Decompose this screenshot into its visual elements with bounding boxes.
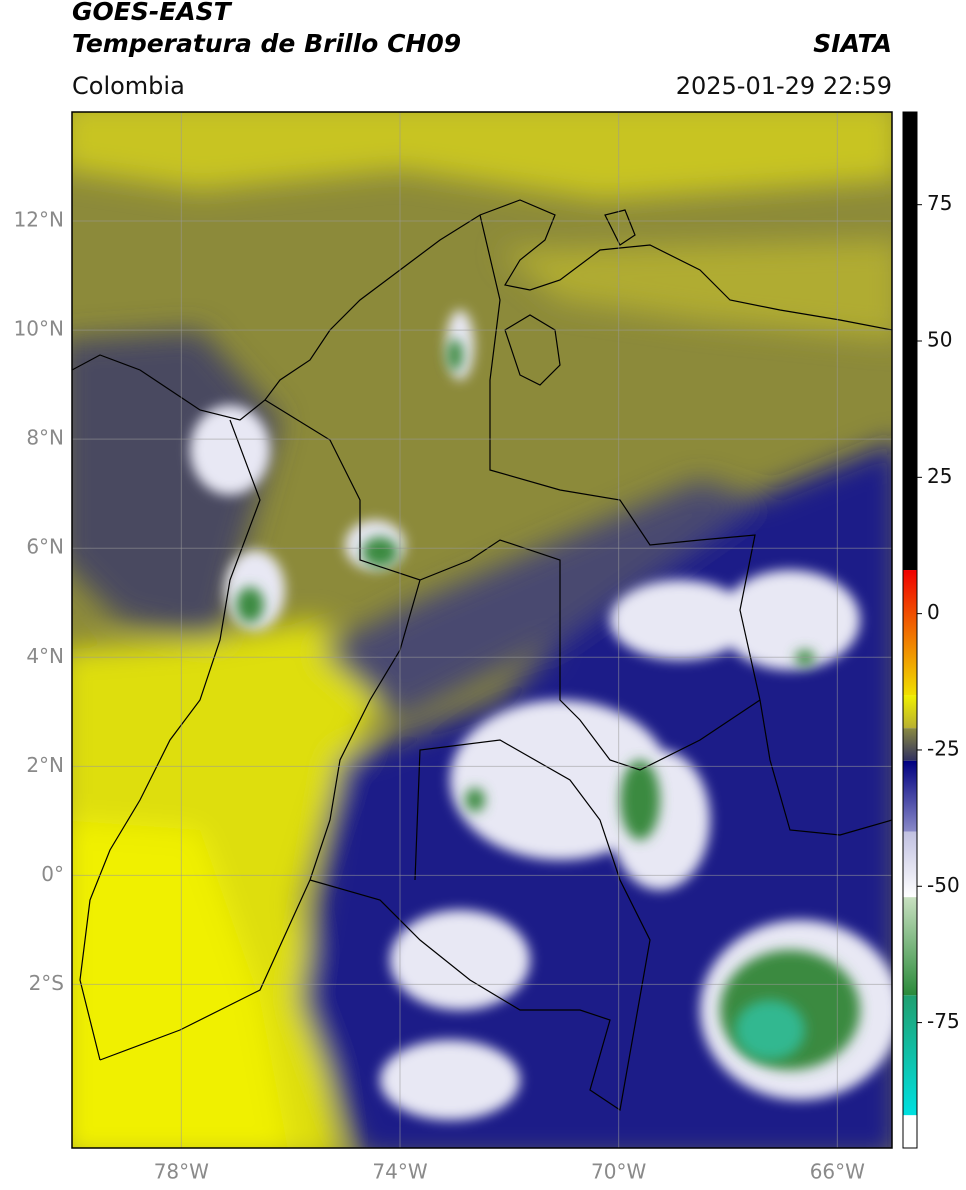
title-line1: GOES-EAST <box>72 0 233 26</box>
timestamp: 2025-01-29 22:59 <box>676 72 892 100</box>
colorbar-tick-label: -75 <box>927 1009 960 1033</box>
colorbar-tick-label: 75 <box>927 191 952 215</box>
colorbar-segment <box>903 1115 917 1148</box>
colorbar-segment <box>903 695 917 729</box>
colorbar-segment <box>903 570 917 696</box>
source: SIATA <box>813 29 892 58</box>
colorbar-tick-label: -25 <box>927 736 960 760</box>
colorbar-tick-label: 50 <box>927 328 952 352</box>
colorbar-segment <box>903 897 917 996</box>
y-tick-label: 4°N <box>26 644 64 668</box>
colorbar-frame <box>902 111 918 1149</box>
map-frame <box>71 111 893 1149</box>
colorbar-segment <box>903 995 917 1116</box>
region: Colombia <box>72 72 185 100</box>
y-tick-label: 2°S <box>29 971 64 995</box>
x-tick-label: 66°W <box>810 1160 865 1184</box>
x-tick-label: 74°W <box>372 1160 427 1184</box>
colorbar-tick-label: 0 <box>927 600 940 624</box>
y-tick-label: 2°N <box>26 753 64 777</box>
y-tick-label: 6°N <box>26 535 64 559</box>
colorbar-segment <box>903 760 917 832</box>
y-tick-label: 8°N <box>26 426 64 450</box>
colorbar-tick-label: -50 <box>927 873 960 897</box>
x-tick-label: 70°W <box>591 1160 646 1184</box>
colorbar-segment <box>903 728 917 761</box>
colorbar-segment <box>903 831 917 898</box>
y-tick-label: 12°N <box>14 208 64 232</box>
map-imagery <box>72 112 892 1148</box>
title-line2: Temperatura de Brillo CH09 <box>72 29 461 58</box>
grid: 78°W 74°W 70°W 66°W 12°N 10°N 8°N 6°N 4°N 2°N 0° 2°… <box>14 112 892 1184</box>
colorbar-tick-label: 25 <box>927 464 952 488</box>
y-tick-label: 0° <box>41 862 64 886</box>
colorbar-segment <box>903 112 917 571</box>
y-tick-label: 10°N <box>14 317 64 341</box>
colorbar: 75 50 25 0 -25 -50 -75 <box>902 111 960 1149</box>
x-tick-label: 78°W <box>154 1160 209 1184</box>
